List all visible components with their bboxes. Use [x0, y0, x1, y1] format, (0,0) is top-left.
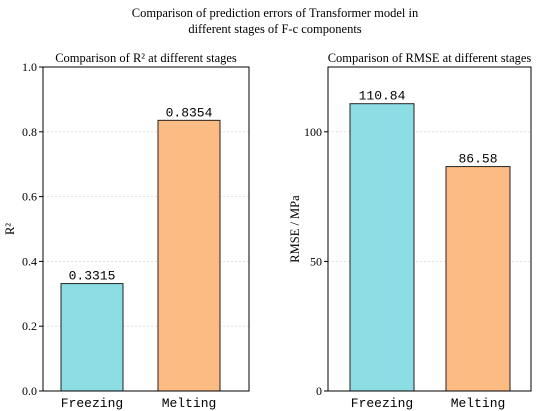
- x-tick-label: Melting: [451, 396, 506, 411]
- y-tick-label: 0: [316, 384, 322, 398]
- chart-title: Comparison of RMSE at different stages: [328, 51, 532, 65]
- axes-frame: [327, 66, 532, 392]
- data-label: 0.8354: [166, 105, 213, 120]
- x-tick-label: Melting: [162, 396, 217, 411]
- chart-title: Comparison of R² at different stages: [55, 51, 237, 65]
- bar-freezing: [349, 103, 415, 392]
- bar-melting: [445, 166, 511, 392]
- x-tick-label: Freezing: [351, 396, 413, 411]
- bar-melting: [157, 119, 221, 392]
- figure-title-line2: different stages of F-c components: [188, 22, 361, 36]
- data-label: 110.84: [359, 89, 406, 104]
- bar-freezing: [60, 283, 124, 392]
- x-tick-label: Freezing: [61, 396, 123, 411]
- data-label: 0.3315: [69, 269, 116, 284]
- y-axis-label: RMSE / MPa: [288, 195, 302, 263]
- y-tick-label: 0.6: [22, 190, 37, 204]
- y-tick-label: 0.4: [22, 254, 37, 268]
- y-axis-label: R²: [3, 223, 17, 235]
- y-tick-label: 50: [310, 254, 322, 268]
- r2-chart: 0.3315 Freezing 0.8354 Melting 0.0 0.2 0.4 0.6 0…: [3, 51, 250, 411]
- axes-frame: [42, 66, 250, 392]
- rmse-chart: 110.84 Freezing 86.58 Melting 0 50 100 Comparis…: [288, 51, 532, 411]
- y-tick-label: 0.2: [22, 319, 37, 333]
- data-label: 86.58: [458, 152, 497, 167]
- y-tick-label: 0.8: [22, 125, 37, 139]
- figure-title-line1: Comparison of prediction errors of Trans…: [132, 6, 419, 20]
- y-tick-label: 1.0: [22, 60, 37, 74]
- y-tick-label: 100: [304, 125, 322, 139]
- y-tick-label: 0.0: [22, 384, 37, 398]
